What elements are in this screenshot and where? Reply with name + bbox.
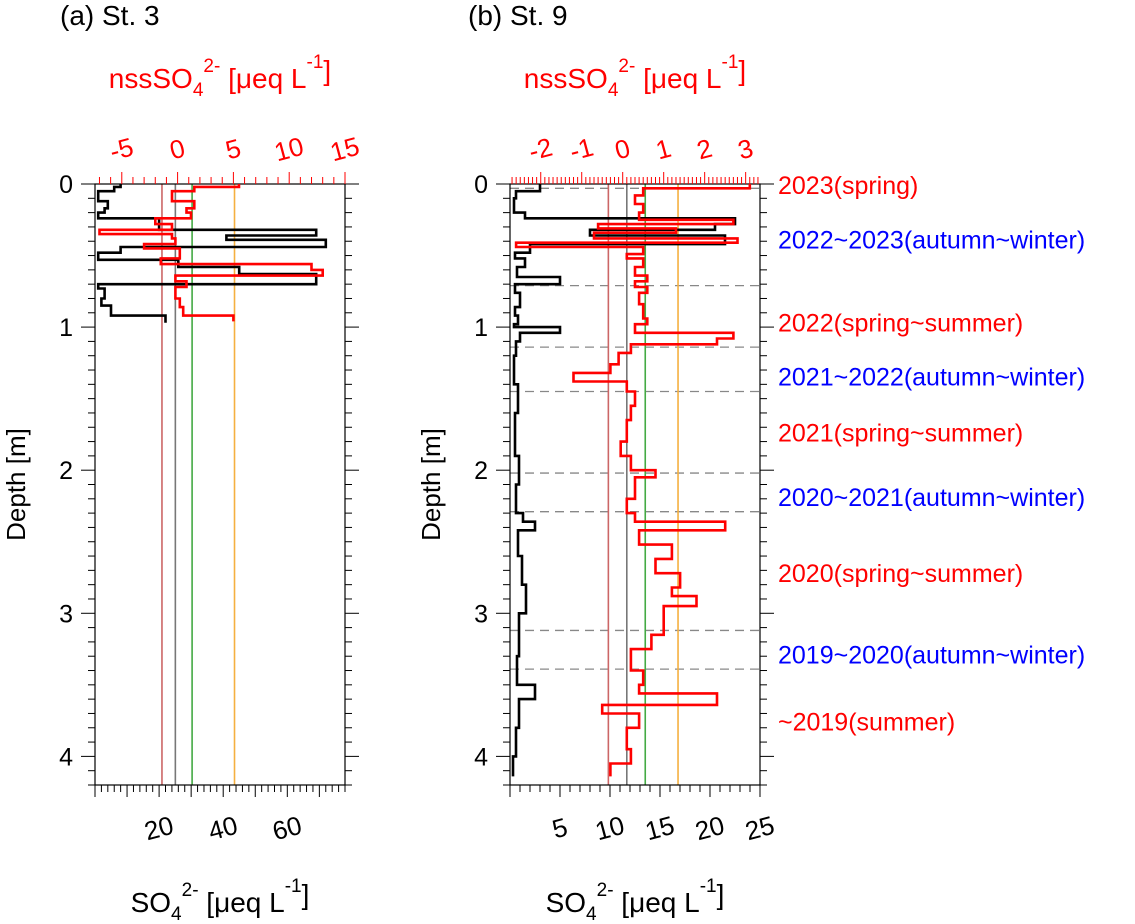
bottom-tick-label: 40 xyxy=(205,810,241,846)
bottom-tick-label: 10 xyxy=(592,810,628,846)
bottom-tick-label: 25 xyxy=(742,810,778,846)
y-tick-label: 4 xyxy=(474,743,488,771)
season-label: 2021~2022(autumn~winter) xyxy=(778,364,1085,392)
bottom-axis-label-part: SO xyxy=(546,887,586,918)
season-label: 2020(spring~summer) xyxy=(778,560,1023,588)
season-label: 2023(spring) xyxy=(778,172,918,200)
top-tick-label: -2 xyxy=(525,132,555,167)
top-tick-label: 10 xyxy=(271,131,307,167)
y-tick-label: 0 xyxy=(59,171,73,199)
season-label: 2022~2023(autumn~winter) xyxy=(778,226,1085,254)
top-tick-label: 2 xyxy=(694,133,716,166)
y-tick-label: 1 xyxy=(474,314,488,342)
bottom-axis-label-part: ] xyxy=(717,879,725,910)
y-tick-label: 4 xyxy=(59,743,73,771)
y-tick-label: 1 xyxy=(59,314,73,342)
top-tick-label: 15 xyxy=(327,131,363,167)
top-tick-label: 1 xyxy=(653,133,675,166)
season-label: 2020~2021(autumn~winter) xyxy=(778,484,1085,512)
y-axis-label: Depth [m] xyxy=(1,428,31,541)
y-axis-label: Depth [m] xyxy=(416,428,446,541)
bottom-tick-label: 20 xyxy=(141,810,177,846)
bottom-tick-label: 60 xyxy=(269,810,305,846)
so4-series-line xyxy=(96,184,328,323)
top-tick-label: -1 xyxy=(566,132,596,167)
panel-title: (a) St. 3 xyxy=(60,0,160,31)
nss-so4-series-line xyxy=(514,184,752,777)
bottom-axis-label: SO42- [μeq L-1] xyxy=(131,876,310,924)
bottom-tick-label: 5 xyxy=(549,812,571,845)
bottom-axis-label-part: 4 xyxy=(586,904,597,924)
top-tick-label: -5 xyxy=(106,132,136,167)
top-axis-label-part: nssSO xyxy=(524,63,608,94)
top-axis-label-part: -1 xyxy=(307,52,324,73)
bottom-axis-label-part: 4 xyxy=(171,904,182,924)
y-tick-label: 3 xyxy=(474,600,488,628)
bottom-axis-label-part: 2- xyxy=(182,880,199,901)
top-axis-label: nssSO4 2- [μeq L-1] xyxy=(524,52,746,101)
bottom-tick-label: 20 xyxy=(692,810,728,846)
top-axis-label-part: ] xyxy=(738,55,746,86)
top-tick-label: 5 xyxy=(222,133,244,166)
top-axis-label-part: 2- xyxy=(203,56,220,77)
season-label: 2022(spring~summer) xyxy=(778,309,1023,337)
bottom-axis-label: SO42- [μeq L-1] xyxy=(546,876,725,924)
season-label: 2021(spring~summer) xyxy=(778,420,1023,448)
y-tick-label: 2 xyxy=(474,457,488,485)
y-tick-label: 0 xyxy=(474,171,488,199)
top-axis-label-part: 4 xyxy=(608,80,619,101)
bottom-axis-label-part: [μeq L xyxy=(614,887,700,918)
so4-series-line xyxy=(511,184,737,777)
top-tick-label: 0 xyxy=(612,133,634,166)
bottom-axis-label-part: -1 xyxy=(700,876,717,897)
bottom-axis-label-part: SO xyxy=(131,887,171,918)
bottom-axis-label-part: [μeq L xyxy=(199,887,285,918)
nss-so4-series-line xyxy=(98,184,324,322)
season-labels: 2023(spring) 2022~2023(autumn~winter) 2022… xyxy=(778,172,1085,737)
top-axis-label: nssSO4 2- [μeq L-1] xyxy=(109,52,331,101)
bottom-axis-label-part: -1 xyxy=(285,876,302,897)
bottom-axis-label-part: 2- xyxy=(597,880,614,901)
top-tick-label: 0 xyxy=(166,133,188,166)
bottom-axis-label-part: ] xyxy=(302,879,310,910)
top-axis-label-part: 2- xyxy=(618,56,635,77)
season-label: ~2019(summer) xyxy=(778,709,955,737)
panel-title: (b) St. 9 xyxy=(468,0,568,31)
bottom-tick-label: 15 xyxy=(642,810,678,846)
top-axis-label-part: -1 xyxy=(722,52,739,73)
y-tick-label: 2 xyxy=(59,457,73,485)
top-axis-label-part: ] xyxy=(323,55,331,86)
y-tick-label: 3 xyxy=(59,600,73,628)
top-axis-label-part: nssSO xyxy=(109,63,193,94)
season-label: 2019~2020(autumn~winter) xyxy=(778,641,1085,669)
top-axis-label-part: [μeq L xyxy=(635,63,721,94)
top-tick-label: 3 xyxy=(735,133,757,166)
top-axis-label-part: 4 xyxy=(193,80,204,101)
top-axis-label-part: [μeq L xyxy=(220,63,306,94)
